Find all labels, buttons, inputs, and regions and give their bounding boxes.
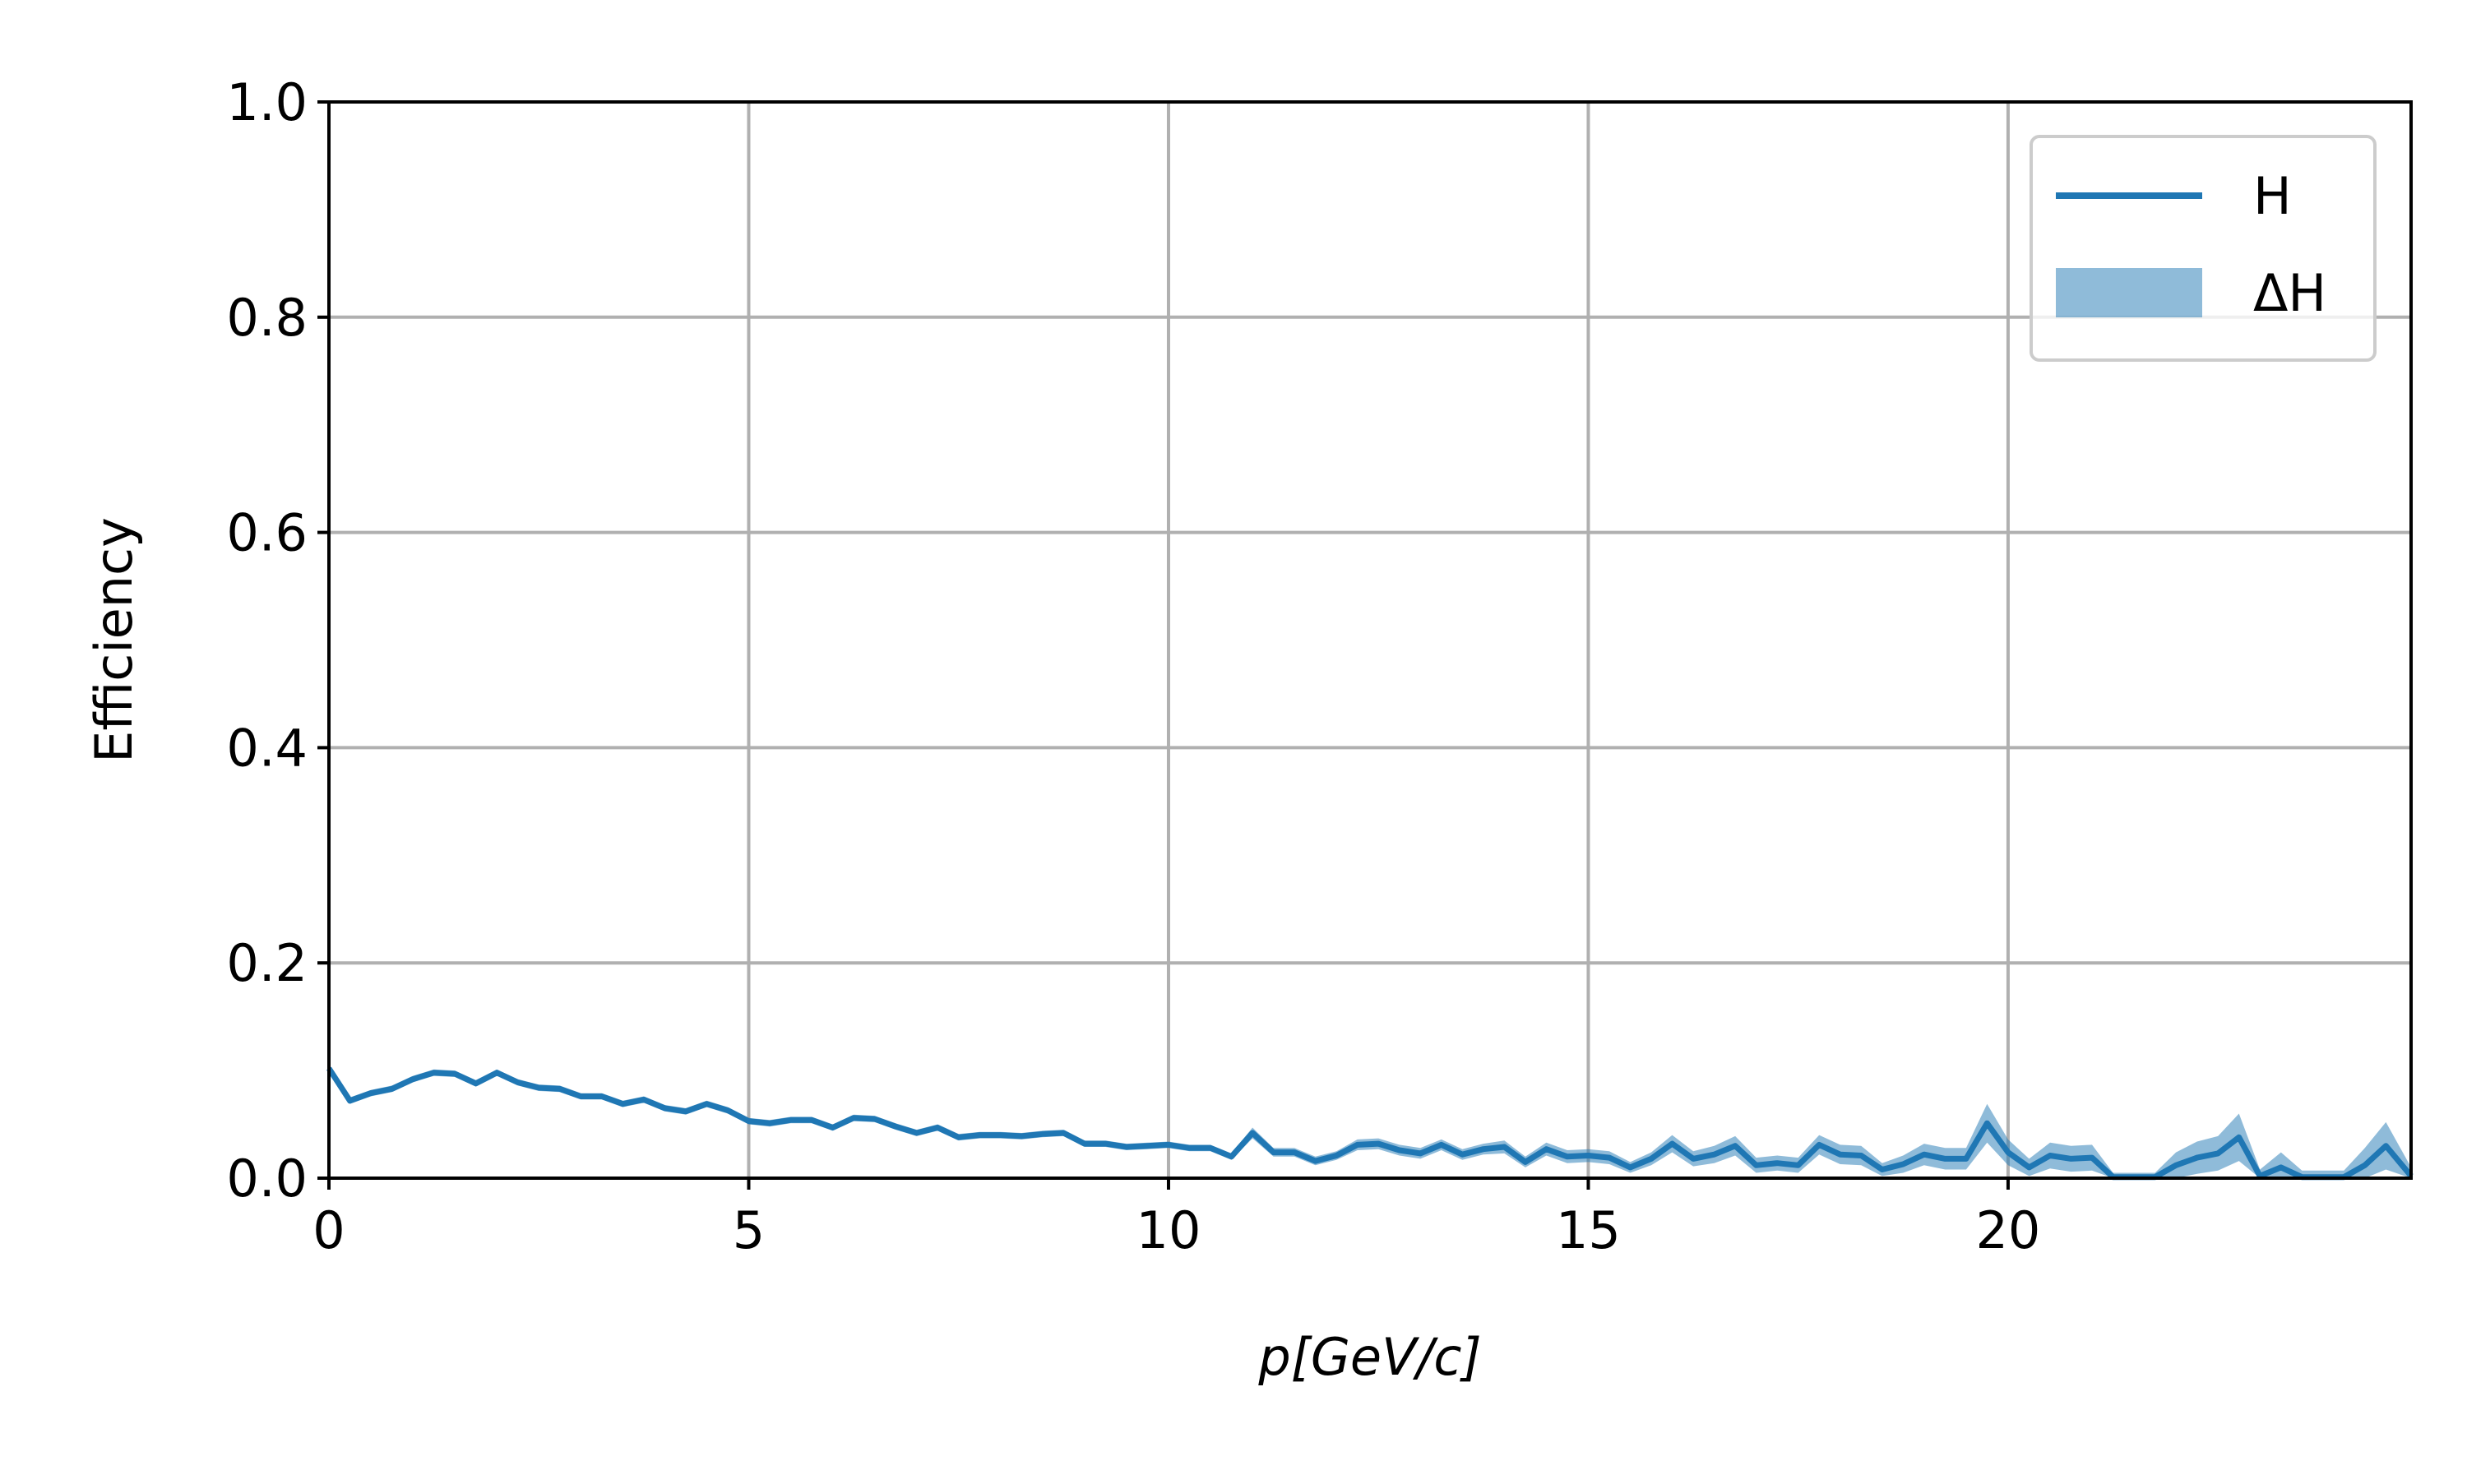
legend-label-delta-h: ΔH (2253, 263, 2326, 323)
plot-frame (327, 100, 2413, 1180)
legend-label-h: H (2253, 166, 2292, 226)
x-tick-label: 10 (1136, 1200, 1201, 1260)
y-tick-label: 1.0 (226, 72, 308, 132)
series-line-layer (326, 1066, 2414, 1181)
y-tick-label: 0.8 (226, 288, 308, 348)
y-axis: 0.0 0.2 0.4 0.6 0.8 1.0 (226, 72, 329, 1209)
y-tick-label: 0.6 (226, 503, 308, 563)
x-tick-label: 15 (1556, 1200, 1621, 1260)
legend-band-swatch (2056, 268, 2202, 317)
x-tick-label: 0 (312, 1200, 345, 1260)
x-axis: 0 5 10 15 20 (312, 1178, 2040, 1260)
legend: H ΔH (2030, 135, 2377, 362)
y-tick-label: 0.0 (226, 1149, 308, 1209)
x-axis-title: p[GeV/c] (1257, 1327, 1481, 1387)
y-tick-label: 0.2 (226, 933, 308, 993)
x-tick-label: 5 (733, 1200, 765, 1260)
x-tick-label: 20 (1975, 1200, 2040, 1260)
y-tick-label: 0.4 (226, 718, 308, 778)
legend-box (2030, 135, 2377, 362)
y-axis-title: Efficiency (84, 517, 144, 763)
series-line-h (326, 1066, 2414, 1181)
